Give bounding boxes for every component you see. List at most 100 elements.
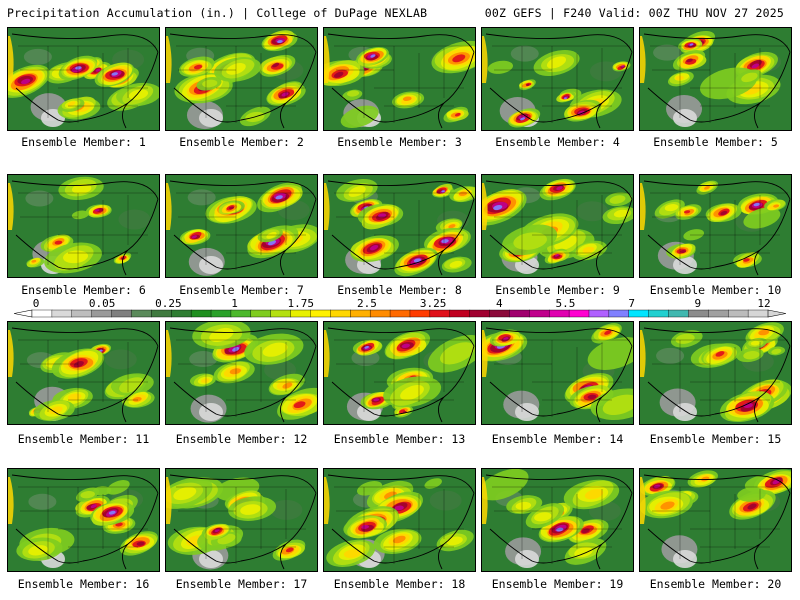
coastal-precip: [482, 36, 488, 83]
member-map-panel: [481, 468, 634, 572]
precip-contour: [333, 71, 344, 78]
coastal-precip: [324, 330, 330, 377]
dry-area: [673, 109, 697, 127]
precip-contour: [364, 346, 369, 349]
coastline: [11, 33, 159, 129]
light-precip-area: [23, 48, 52, 65]
precip-contour: [293, 401, 306, 409]
colorbar-swatch: [330, 309, 351, 318]
colorbar-swatch: [389, 309, 411, 318]
member-label: Ensemble Member: 16: [17, 577, 150, 591]
member-label: Ensemble Member: 17: [175, 577, 308, 591]
state-boundaries: [18, 192, 156, 270]
precip-contour: [400, 385, 424, 401]
precip-contour: [392, 535, 406, 544]
coastal-precip: [324, 477, 330, 524]
precip-contour: [743, 207, 781, 229]
colorbar-swatch: [131, 309, 152, 318]
colorbar-swatch: [429, 309, 451, 318]
member-label: Ensemble Member: 8: [337, 283, 462, 297]
colorbar-swatch: [270, 309, 292, 318]
precip-contour: [347, 90, 360, 97]
member-map-panel: [481, 321, 634, 425]
state-boundaries: [334, 339, 472, 417]
precip-contour: [228, 206, 234, 210]
member-map-panel: [165, 27, 318, 131]
colorbar-tick-label: 1.75: [287, 297, 314, 310]
colorbar-swatch: [151, 309, 172, 318]
precip-contour: [686, 58, 693, 63]
precip-contour: [587, 394, 597, 400]
precip-contour: [743, 351, 760, 360]
coastal-precip: [8, 36, 14, 83]
precip-contour: [402, 96, 412, 101]
colorbar-swatch: [111, 309, 132, 318]
precip-contour: [240, 504, 261, 515]
colorbar-swatch: [489, 309, 510, 318]
colorbar-swatch: [71, 309, 93, 318]
colorbar-swatch: [628, 309, 650, 318]
state-boundaries: [18, 339, 156, 417]
precip-contour: [229, 368, 241, 375]
precip-contour: [701, 476, 710, 482]
colorbar-tick-label: 12: [757, 297, 771, 310]
precip-contour: [348, 186, 366, 197]
precip-contour: [401, 343, 411, 349]
state-boundaries: [176, 339, 314, 417]
precip-map: [482, 469, 633, 571]
member-map-panel: [7, 321, 160, 425]
colorbar-swatch: [310, 309, 331, 318]
precip-contour: [394, 505, 404, 511]
precip-contour: [675, 333, 695, 344]
precip-contour: [715, 351, 725, 357]
precip-contour: [526, 83, 530, 86]
member-label: Ensemble Member: 15: [649, 432, 782, 446]
coastal-precip: [8, 477, 14, 524]
state-boundaries: [18, 486, 156, 564]
coastal-precip: [482, 330, 488, 377]
coastal-precip: [166, 183, 172, 230]
coastline: [11, 474, 159, 570]
colorbar-swatch: [350, 309, 371, 318]
coastline: [643, 33, 791, 129]
precip-contour: [281, 92, 289, 97]
precip-contour: [604, 330, 612, 335]
member-map-panel: [7, 27, 160, 131]
precip-contour: [95, 68, 101, 72]
precip-contour: [94, 209, 100, 212]
light-precip-area: [28, 493, 57, 510]
precip-contour: [277, 40, 283, 44]
colorbar-tick-label: 3.25: [419, 297, 447, 310]
member-label: Ensemble Member: 9: [495, 283, 620, 297]
precip-contour: [621, 65, 625, 68]
precip-map: [640, 322, 791, 424]
precip-contour: [343, 549, 361, 559]
precip-contour: [232, 346, 240, 352]
member-label: Ensemble Member: 18: [333, 577, 466, 591]
member-label: Ensemble Member: 13: [333, 432, 466, 446]
coastline: [327, 33, 475, 129]
precip-contour: [54, 240, 63, 245]
precip-contour: [340, 105, 379, 128]
colorbar-swatch: [548, 309, 570, 318]
state-boundaries: [176, 192, 314, 270]
coastal-precip: [640, 477, 646, 524]
member-label: Ensemble Member: 20: [649, 577, 782, 591]
light-precip-area: [429, 490, 462, 511]
colorbar-swatch: [31, 309, 53, 318]
colorbar-min-arrow: [14, 309, 33, 318]
state-boundaries: [334, 192, 472, 270]
precip-contour: [743, 258, 750, 262]
member-map-panel: [165, 468, 318, 572]
coastline: [643, 327, 791, 423]
precip-contour: [584, 489, 604, 500]
colorbar-swatch: [210, 309, 232, 318]
precip-contour: [214, 529, 220, 533]
member-label: Ensemble Member: 4: [495, 135, 620, 149]
precip-map: [8, 28, 159, 130]
precip-contour: [609, 195, 626, 204]
precip-contour: [747, 503, 757, 510]
precip-map: [640, 469, 791, 571]
colorbar-swatch: [190, 309, 212, 318]
precip-contour: [106, 480, 130, 495]
